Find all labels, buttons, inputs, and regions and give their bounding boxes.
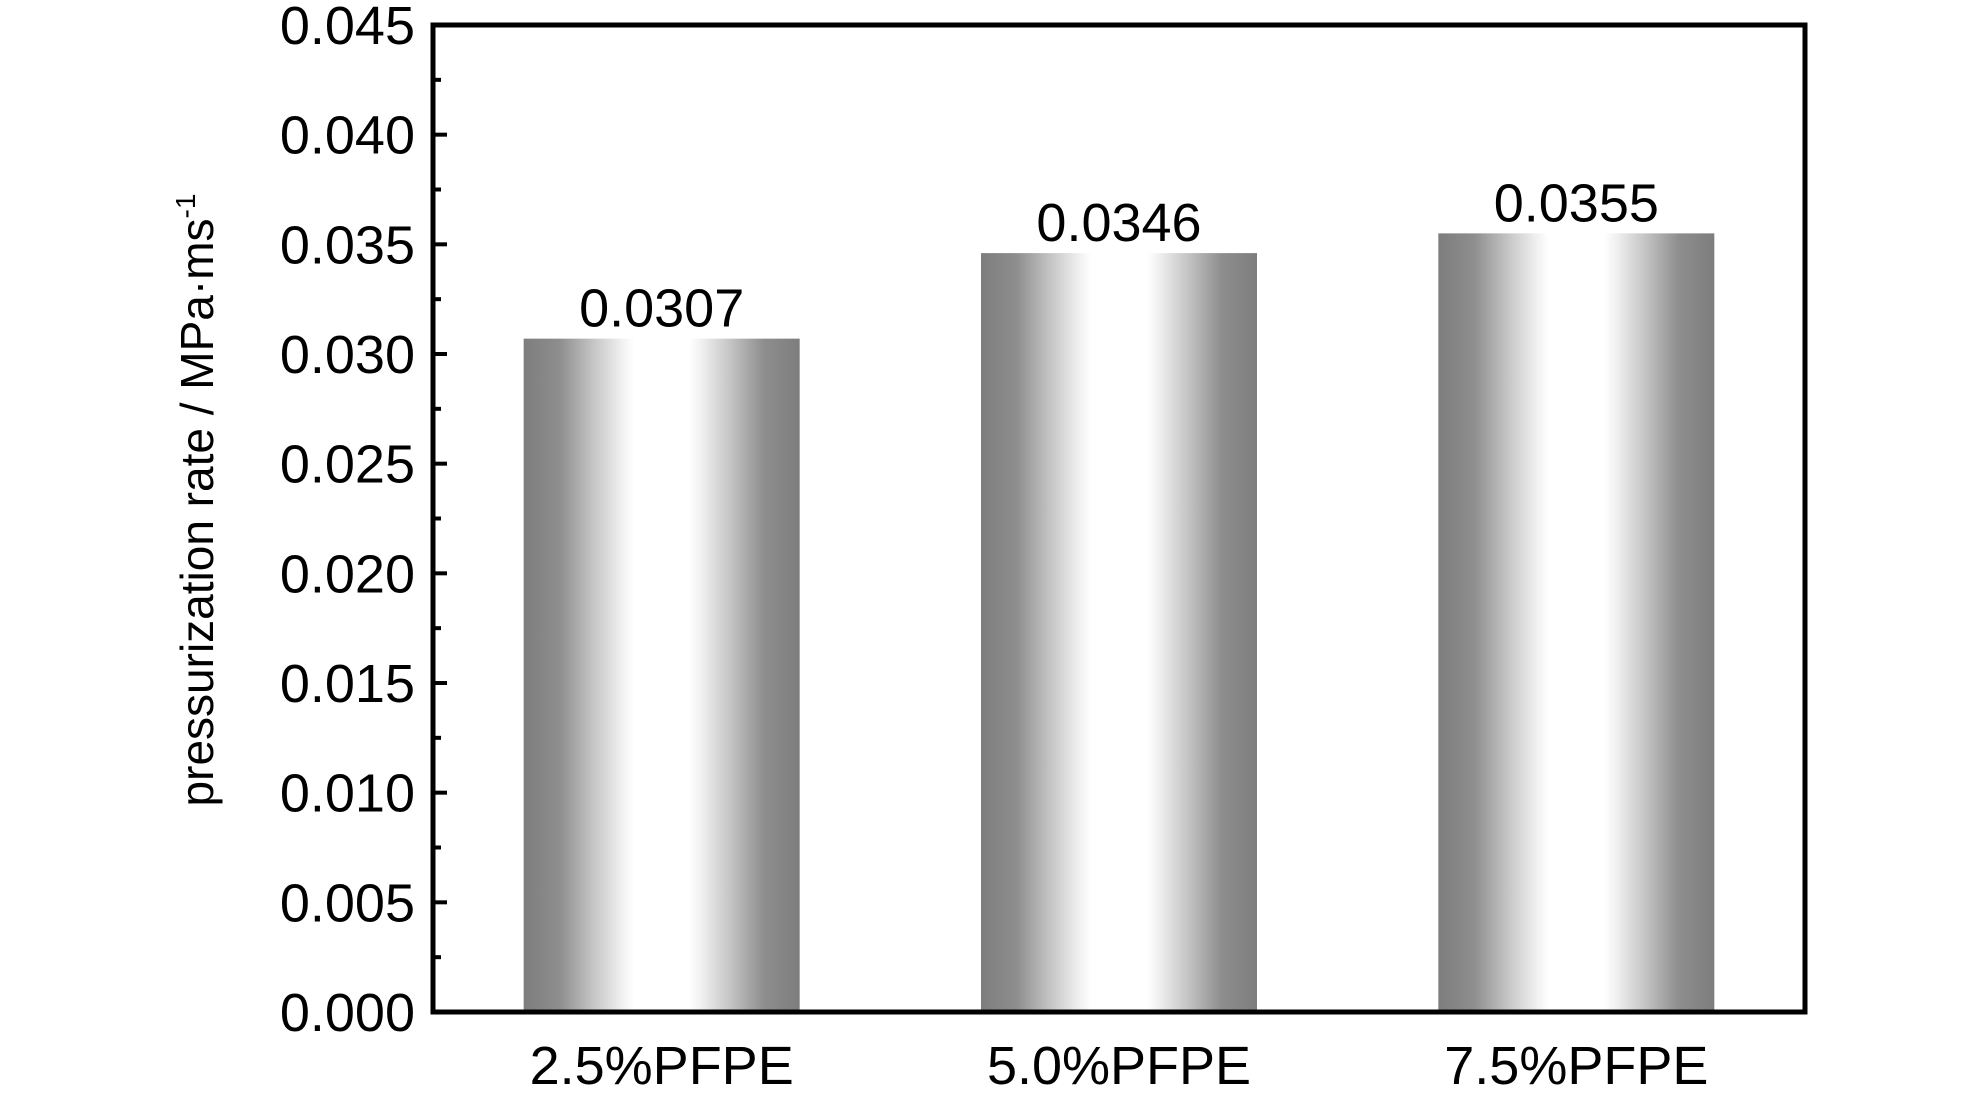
x-category-label: 5.0%PFPE bbox=[987, 1036, 1251, 1096]
y-axis-title: pressurization rate / MPa·ms-1 bbox=[170, 194, 223, 807]
y-tick-label: 0.025 bbox=[280, 435, 415, 495]
x-category-label: 7.5%PFPE bbox=[1444, 1036, 1708, 1096]
x-category-label: 2.5%PFPE bbox=[530, 1036, 794, 1096]
bar bbox=[981, 253, 1257, 1012]
y-tick-label: 0.010 bbox=[280, 764, 415, 824]
bar-value-label: 0.0346 bbox=[1036, 193, 1201, 253]
y-axis-ticks: 0.000 0.005 0.010 0.015 0.020 0.025 0.030 0.035… bbox=[280, 0, 447, 1043]
y-tick-label: 0.005 bbox=[280, 873, 415, 933]
bar-value-label: 0.0307 bbox=[579, 279, 744, 339]
x-axis-labels: 2.5%PFPE 5.0%PFPE 7.5%PFPE bbox=[530, 1036, 1709, 1096]
y-tick-label: 0.040 bbox=[280, 106, 415, 166]
y-tick-label: 0.035 bbox=[280, 215, 415, 275]
y-tick-label: 0.045 bbox=[280, 0, 415, 56]
y-tick-label: 0.000 bbox=[280, 983, 415, 1043]
y-axis-title-superscript: -1 bbox=[170, 194, 201, 219]
plot-frame bbox=[430, 22, 1808, 1015]
value-labels-group: 0.0307 0.0346 0.0355 bbox=[579, 173, 1659, 338]
y-tick-label: 0.015 bbox=[280, 654, 415, 714]
bar bbox=[1438, 233, 1715, 1012]
bar bbox=[523, 338, 800, 1012]
y-tick-label: 0.020 bbox=[280, 544, 415, 604]
bar-value-label: 0.0355 bbox=[1494, 173, 1659, 233]
bars-group bbox=[523, 233, 1715, 1012]
y-tick-label: 0.030 bbox=[280, 325, 415, 385]
